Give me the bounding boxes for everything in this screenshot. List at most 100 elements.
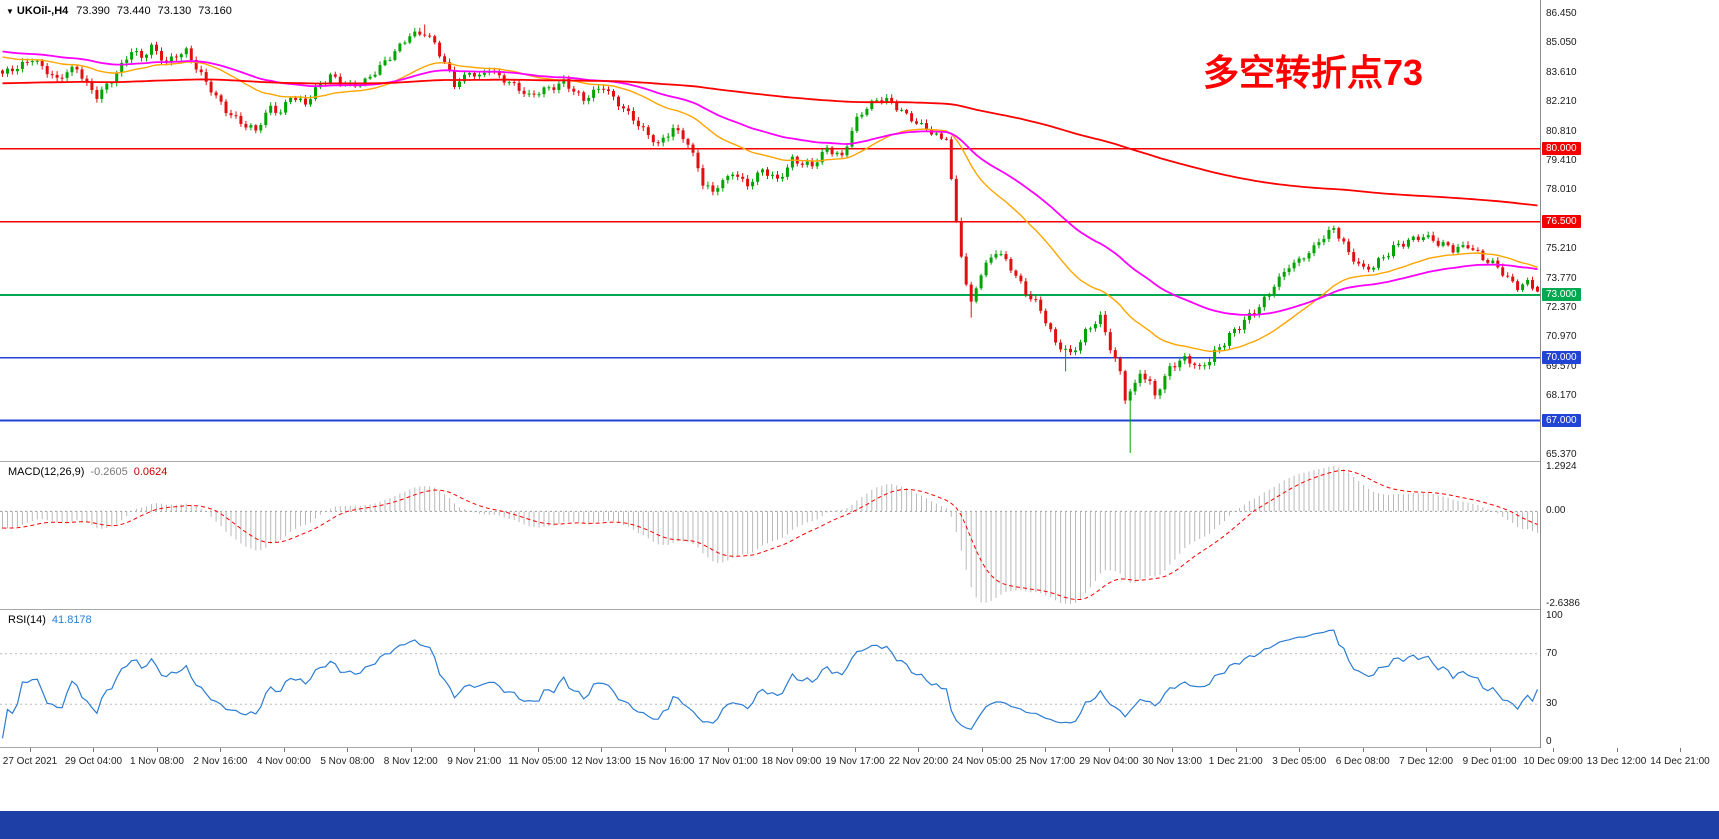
- time-axis-tick: [1362, 748, 1364, 752]
- rsi-scale-label: 0: [1546, 736, 1552, 747]
- macd-scale-label: 1.2924: [1546, 461, 1577, 472]
- ohlc-open-value: 73.390: [76, 5, 110, 17]
- price-level-badge: 70.000: [1542, 350, 1581, 364]
- price-scale-label: 79.410: [1546, 154, 1577, 166]
- price-level-badge: 76.500: [1542, 214, 1581, 228]
- time-axis-tick: [981, 748, 983, 752]
- macd-signal-value: 0.0624: [133, 466, 168, 478]
- time-axis-label: 24 Nov 05:00: [952, 756, 1012, 767]
- price-level-badge: 80.000: [1542, 141, 1581, 155]
- macd-scale-label: 0.00: [1546, 505, 1566, 517]
- symbol-dropdown-icon[interactable]: ▼: [6, 7, 14, 16]
- time-axis-label: 3 Dec 05:00: [1272, 756, 1327, 767]
- time-axis-label: 1 Nov 08:00: [129, 756, 184, 767]
- panel-separator[interactable]: [0, 461, 1719, 462]
- time-axis-label: 1 Dec 21:00: [1208, 756, 1263, 767]
- panel-separator: [0, 747, 1719, 748]
- ohlc-close-value: 73.160: [198, 5, 232, 17]
- time-axis-tick: [410, 748, 412, 752]
- time-axis-tick: [918, 748, 920, 752]
- time-axis-label: 25 Nov 17:00: [1015, 756, 1076, 767]
- time-axis-tick: [1045, 748, 1047, 752]
- time-axis-label: 5 Nov 08:00: [320, 756, 375, 767]
- time-axis-tick: [601, 748, 603, 752]
- price-scale-label: 85.050: [1546, 36, 1577, 48]
- ohlc-low-value: 73.130: [157, 5, 192, 17]
- macd-panel-label: MACD(12,26,9) -0.2605 0.0624: [8, 466, 167, 478]
- time-axis-label: 14 Dec 21:00: [1650, 756, 1710, 767]
- time-axis-tick: [220, 748, 222, 752]
- chart-header: ▼ UKOil-,H4 73.390 73.440 73.130 73.160: [6, 5, 239, 17]
- rsi-scale-label: 70: [1546, 647, 1558, 659]
- time-axis-tick: [1235, 748, 1237, 752]
- price-scale-label: 68.170: [1546, 390, 1577, 401]
- rsi-panel-label: RSI(14) 41.8178: [8, 614, 92, 626]
- time-axis-label: 30 Nov 13:00: [1142, 756, 1203, 767]
- panel-separator[interactable]: [0, 609, 1719, 610]
- time-axis-tick: [1553, 748, 1555, 752]
- price-scale-label: 72.370: [1546, 302, 1577, 314]
- chart-annotation-text: 多空转折点73: [1203, 52, 1424, 93]
- time-axis-tick: [156, 748, 158, 752]
- macd-scale-label: -2.6386: [1546, 598, 1580, 609]
- time-axis-tick: [791, 748, 793, 752]
- time-axis-label: 4 Nov 00:00: [256, 756, 311, 767]
- rsi-scale-label: 30: [1546, 698, 1558, 710]
- time-axis-label: 17 Nov 01:00: [698, 756, 758, 767]
- macd-indicator-canvas[interactable]: [0, 462, 1540, 610]
- time-axis-tick: [728, 748, 730, 752]
- time-axis-tick: [1616, 748, 1618, 752]
- time-axis-label: 11 Nov 05:00: [508, 756, 568, 767]
- price-scale-label: 83.610: [1546, 67, 1577, 78]
- time-axis-tick: [855, 748, 856, 752]
- time-axis-tick: [1299, 748, 1301, 752]
- rsi-indicator-canvas[interactable]: [0, 610, 1540, 748]
- price-scale-label: 69.570: [1546, 360, 1577, 372]
- time-axis-tick: [1680, 748, 1681, 752]
- main-chart-canvas[interactable]: [0, 0, 1540, 462]
- macd-main-value: -0.2605: [90, 466, 128, 478]
- time-axis-tick: [1172, 748, 1174, 752]
- time-axis-label: 27 Oct 2021: [2, 756, 58, 767]
- price-scale-label: 73.770: [1546, 272, 1577, 284]
- time-axis-label: 12 Nov 13:00: [571, 756, 631, 767]
- time-axis-label: 15 Nov 16:00: [634, 756, 695, 767]
- time-axis-tick: [1489, 748, 1491, 752]
- time-axis-tick: [30, 748, 31, 752]
- symbol-timeframe-label: UKOil-,H4: [16, 5, 69, 17]
- price-scale-label: 75.210: [1546, 242, 1577, 254]
- time-axis-label: 29 Oct 04:00: [64, 756, 123, 767]
- price-level-badge: 67.000: [1542, 413, 1581, 427]
- price-level-badge: 73.000: [1542, 288, 1581, 301]
- rsi-indicator-name: RSI(14): [8, 614, 46, 626]
- time-axis-label: 18 Nov 09:00: [761, 756, 822, 767]
- macd-indicator-name: MACD(12,26,9): [8, 466, 85, 478]
- price-scale-label: 78.010: [1546, 184, 1577, 196]
- time-axis-tick: [347, 748, 349, 752]
- time-axis-label: 22 Nov 20:00: [888, 756, 949, 767]
- time-axis-label: 2 Nov 16:00: [193, 756, 248, 767]
- time-axis-tick: [537, 748, 539, 752]
- time-axis-label: 8 Nov 12:00: [383, 756, 438, 767]
- time-axis-label: 29 Nov 04:00: [1079, 756, 1139, 767]
- time-axis-tick: [664, 748, 666, 752]
- time-axis-tick: [474, 748, 476, 752]
- time-axis-label: 9 Nov 21:00: [447, 756, 502, 767]
- taskbar-strip: [0, 811, 1719, 839]
- time-axis-label: 9 Dec 01:00: [1462, 756, 1517, 767]
- price-scale-label: 65.370: [1546, 448, 1577, 460]
- time-axis-label: 19 Nov 17:00: [825, 756, 885, 767]
- time-axis-tick: [283, 748, 285, 752]
- time-axis-tick: [1426, 748, 1428, 752]
- time-axis-label: 10 Dec 09:00: [1523, 756, 1583, 767]
- time-axis-tick: [93, 748, 95, 752]
- time-axis[interactable]: 27 Oct 2021 29 Oct 04:00 1 Nov 08:00 2 Nov …: [0, 748, 1719, 776]
- time-axis-label: 13 Dec 12:00: [1586, 756, 1647, 767]
- rsi-scale-label: 100: [1546, 610, 1563, 621]
- price-scale-label: 82.210: [1546, 96, 1577, 108]
- price-scale-label: 80.810: [1546, 125, 1577, 137]
- price-scale-column[interactable]: 86.450 85.050 83.610 82.210 80.810 79.410 78.0…: [1540, 0, 1719, 748]
- price-scale-label: 70.970: [1546, 331, 1577, 343]
- ohlc-high-value: 73.440: [116, 5, 151, 17]
